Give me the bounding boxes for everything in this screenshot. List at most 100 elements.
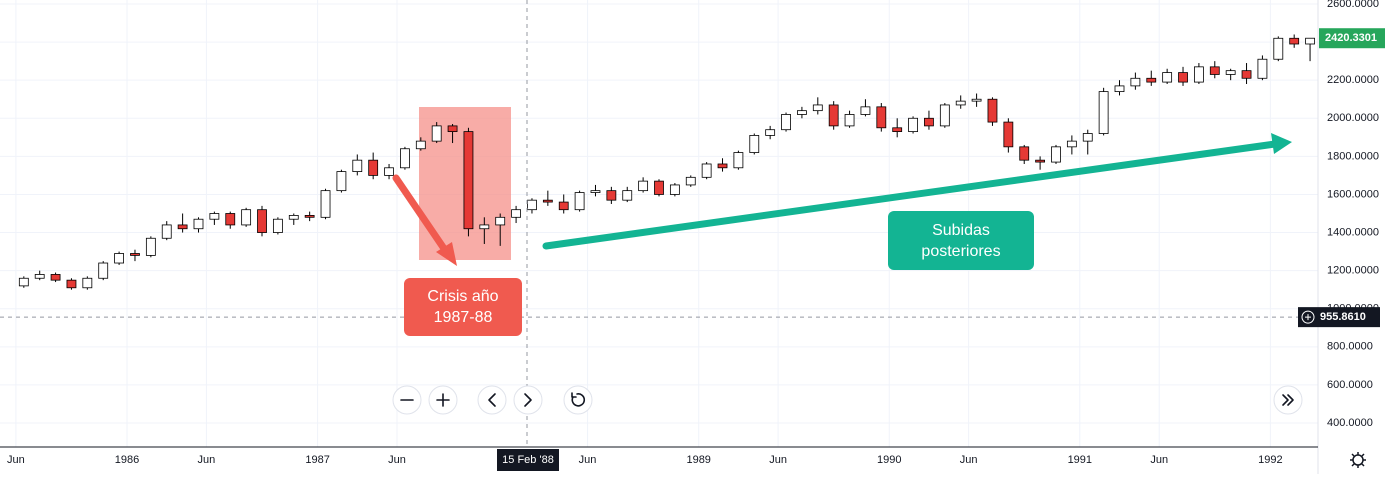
candle-body <box>955 100 966 106</box>
candle-body <box>336 171 347 192</box>
candle-body <box>352 159 363 173</box>
rise-label: posteriores <box>921 243 1000 260</box>
crosshair-plus <box>1301 310 1315 324</box>
candle-body <box>987 98 998 123</box>
candle-body <box>685 176 696 186</box>
candle-body <box>590 190 601 193</box>
candle-body <box>368 159 379 176</box>
candle-body <box>495 216 506 226</box>
x-tick-label: Jun <box>388 454 406 466</box>
candle-body <box>876 106 887 129</box>
candle-body <box>669 184 680 195</box>
candle-body <box>781 114 791 131</box>
candle-body <box>193 218 204 230</box>
x-tick-label: 1991 <box>1068 454 1092 466</box>
rise-arrow <box>542 133 1292 250</box>
crisis-label: Crisis año <box>427 288 498 305</box>
candle-body <box>765 129 776 136</box>
candle-body <box>431 125 442 142</box>
y-tick-label: 2200.0000 <box>1327 74 1379 86</box>
x-tick-label: 1990 <box>877 454 901 466</box>
crosshair-time-label: 15 Feb '88 <box>502 454 554 466</box>
candle-body <box>1114 85 1125 93</box>
candle-body <box>828 104 839 127</box>
candle-body <box>177 224 188 230</box>
crosshair-price-box <box>1298 307 1380 328</box>
candle-body <box>924 117 934 127</box>
candle-body <box>1241 70 1252 79</box>
y-tick-label: 1800.0000 <box>1327 150 1379 162</box>
candle-body <box>66 279 77 289</box>
scroll-right-button[interactable] <box>513 385 543 415</box>
candle-body <box>654 180 664 195</box>
crosshair-plus <box>1305 314 1311 321</box>
candle-body <box>225 213 236 226</box>
candle-body <box>257 209 267 233</box>
candle-body <box>82 277 93 289</box>
candle-body <box>844 114 855 127</box>
candle-body <box>1289 37 1300 45</box>
candle-body <box>272 218 283 233</box>
candle-body <box>622 190 633 201</box>
candle-body <box>130 253 140 256</box>
candle-body <box>304 215 315 218</box>
candle-body <box>114 253 124 264</box>
candle-body <box>717 163 728 169</box>
x-tick-label: Jun <box>769 454 787 466</box>
x-tick-label: Jun <box>579 454 597 466</box>
candle-body <box>1035 159 1046 163</box>
x-tick-label: 1987 <box>305 454 329 466</box>
candle-body <box>320 190 331 218</box>
rise-label-box <box>888 211 1034 270</box>
candle-body <box>145 237 156 256</box>
y-tick-label: 1200.0000 <box>1327 265 1379 277</box>
y-tick-label: 800.0000 <box>1327 341 1373 353</box>
candle-body <box>812 104 823 112</box>
zoom-out-button[interactable] <box>392 385 422 415</box>
candle-body <box>511 209 521 218</box>
candle-body <box>479 224 490 230</box>
scroll-left-button[interactable] <box>477 385 507 415</box>
candle-body <box>1273 37 1284 60</box>
candle-body <box>574 192 585 211</box>
candle-body <box>463 131 474 230</box>
candle-body <box>384 167 394 176</box>
x-tick-label: Jun <box>198 454 216 466</box>
candle-body <box>1146 77 1157 83</box>
candle-body <box>98 262 109 279</box>
candle-body <box>1019 146 1030 161</box>
candle-body <box>50 274 61 281</box>
x-tick-label: 1989 <box>686 454 710 466</box>
crosshair-price-label: 955.8610 <box>1320 311 1366 323</box>
candle-body <box>288 215 299 220</box>
y-tick-label: 1400.0000 <box>1327 226 1379 238</box>
candle-body <box>860 106 871 115</box>
x-tick-label: 1986 <box>115 454 139 466</box>
candle-body <box>1098 91 1109 134</box>
last-price-box <box>1319 28 1385 49</box>
candle-body <box>1178 72 1188 83</box>
crisis-label-box <box>404 278 522 336</box>
settings-button[interactable] <box>1350 452 1366 468</box>
candle-body <box>18 277 29 287</box>
zoom-in-button[interactable] <box>428 385 458 415</box>
candle-body <box>447 125 458 133</box>
reset-button[interactable] <box>563 385 593 415</box>
x-tick-label: Jun <box>7 454 25 466</box>
scroll-to-end-button[interactable] <box>1273 385 1303 415</box>
candle-body <box>1225 70 1236 75</box>
candle-body <box>415 140 426 150</box>
grid <box>0 0 1318 447</box>
candle-body <box>892 127 903 133</box>
candle-body <box>638 180 649 192</box>
y-tick-label: 2600.0000 <box>1327 0 1379 10</box>
candle-body <box>908 117 918 133</box>
rise-label: Subidas <box>932 222 990 239</box>
candle-body <box>1082 133 1093 142</box>
crisis-arrow <box>392 174 457 266</box>
y-tick-label: 400.0000 <box>1327 417 1373 429</box>
x-tick-label: Jun <box>960 454 978 466</box>
candle-body <box>1162 72 1173 83</box>
crosshair-time-box <box>497 449 559 471</box>
